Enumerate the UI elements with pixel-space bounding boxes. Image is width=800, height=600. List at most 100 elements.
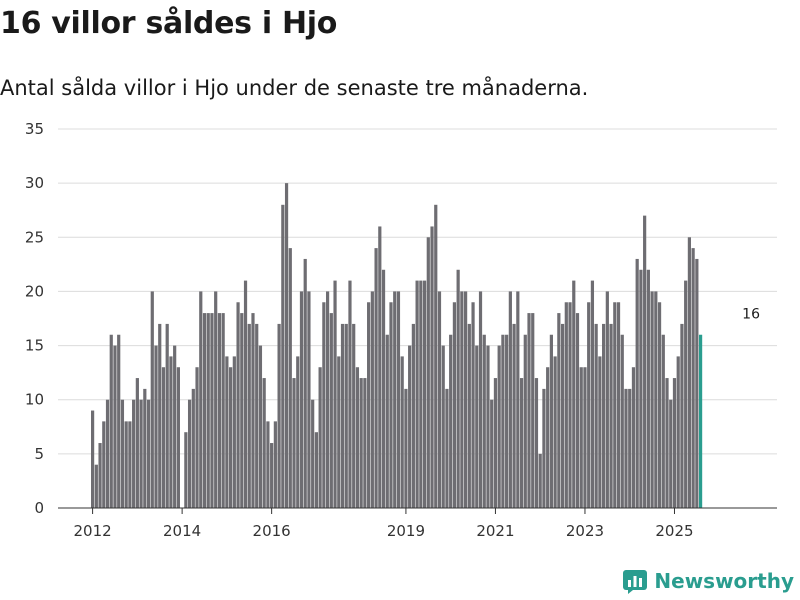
bar <box>329 313 333 508</box>
bar <box>150 291 154 508</box>
y-tick-label: 5 <box>34 445 44 463</box>
bar <box>314 432 318 508</box>
bar <box>105 399 110 508</box>
bar <box>695 258 699 508</box>
bar <box>389 302 393 508</box>
bar <box>262 378 266 508</box>
bar <box>665 378 669 508</box>
bar <box>624 388 628 508</box>
bar <box>449 334 453 508</box>
newsworthy-logo: Newsworthy <box>622 568 794 594</box>
bar <box>564 302 568 508</box>
bar <box>303 258 307 508</box>
bar <box>415 280 419 508</box>
bar <box>173 345 177 508</box>
bar <box>281 204 285 509</box>
bar <box>594 323 598 508</box>
bar <box>657 302 662 508</box>
bar <box>135 378 139 508</box>
bar <box>609 323 613 508</box>
bar <box>396 291 401 508</box>
bar <box>240 313 244 508</box>
y-tick-label: 10 <box>25 391 44 409</box>
bar <box>270 443 274 508</box>
bar <box>311 399 315 508</box>
bar <box>243 280 248 508</box>
bar <box>337 356 341 508</box>
bar <box>508 291 512 508</box>
bar <box>195 367 199 508</box>
bar <box>247 323 251 508</box>
bar <box>184 432 188 508</box>
x-tick-label: 2025 <box>655 522 693 540</box>
bar <box>154 345 158 508</box>
bar <box>512 323 516 508</box>
bar <box>684 280 688 508</box>
bar <box>669 399 673 508</box>
bar <box>646 269 650 508</box>
x-tick-label: 2016 <box>253 522 291 540</box>
bar <box>527 313 531 508</box>
bar <box>583 367 587 508</box>
bar <box>534 378 539 508</box>
bar <box>363 378 367 508</box>
bar <box>650 291 654 508</box>
bar <box>620 334 624 508</box>
bar <box>546 367 550 508</box>
bar <box>643 215 647 508</box>
bar <box>605 291 609 508</box>
y-tick-label: 20 <box>25 282 44 300</box>
bar <box>478 291 483 508</box>
bar <box>348 280 352 508</box>
bar <box>221 313 225 508</box>
bar <box>464 291 468 508</box>
bar <box>549 334 553 508</box>
data-labels: 16 <box>741 305 762 324</box>
bar <box>639 269 643 508</box>
bar <box>501 334 505 508</box>
bar <box>344 323 348 508</box>
bars <box>91 183 703 509</box>
bar <box>426 237 430 509</box>
bar <box>408 345 412 508</box>
bar <box>113 345 117 508</box>
bar <box>370 291 374 508</box>
bar <box>542 388 546 508</box>
bar <box>523 334 527 508</box>
bar <box>109 334 113 508</box>
bar <box>273 421 277 508</box>
bar <box>277 323 281 508</box>
bar <box>482 334 486 508</box>
bar <box>505 334 509 508</box>
bar <box>146 399 151 508</box>
bar <box>214 291 218 508</box>
bar <box>161 367 166 508</box>
bar <box>587 302 591 508</box>
bar <box>333 280 337 508</box>
bar <box>400 356 404 508</box>
bar <box>94 464 98 508</box>
bar <box>206 313 210 508</box>
bar <box>158 323 162 508</box>
bar <box>187 399 192 508</box>
bar <box>381 269 386 508</box>
bar <box>519 378 524 508</box>
data-label-latest: 16 <box>742 307 760 323</box>
bar <box>460 291 464 508</box>
bar <box>516 291 520 508</box>
bar <box>199 291 203 508</box>
bar <box>687 237 691 509</box>
bar <box>393 291 397 508</box>
bar <box>452 302 457 508</box>
bar <box>579 367 583 508</box>
bar <box>475 345 479 508</box>
bar <box>616 302 621 508</box>
newsworthy-icon <box>623 570 648 594</box>
bar <box>191 388 195 508</box>
bar <box>352 323 356 508</box>
x-tick-label: 2023 <box>566 522 604 540</box>
y-tick-label: 15 <box>25 337 44 355</box>
bar <box>437 291 442 508</box>
brand-name: Newsworthy <box>654 569 794 593</box>
bar <box>553 356 557 508</box>
